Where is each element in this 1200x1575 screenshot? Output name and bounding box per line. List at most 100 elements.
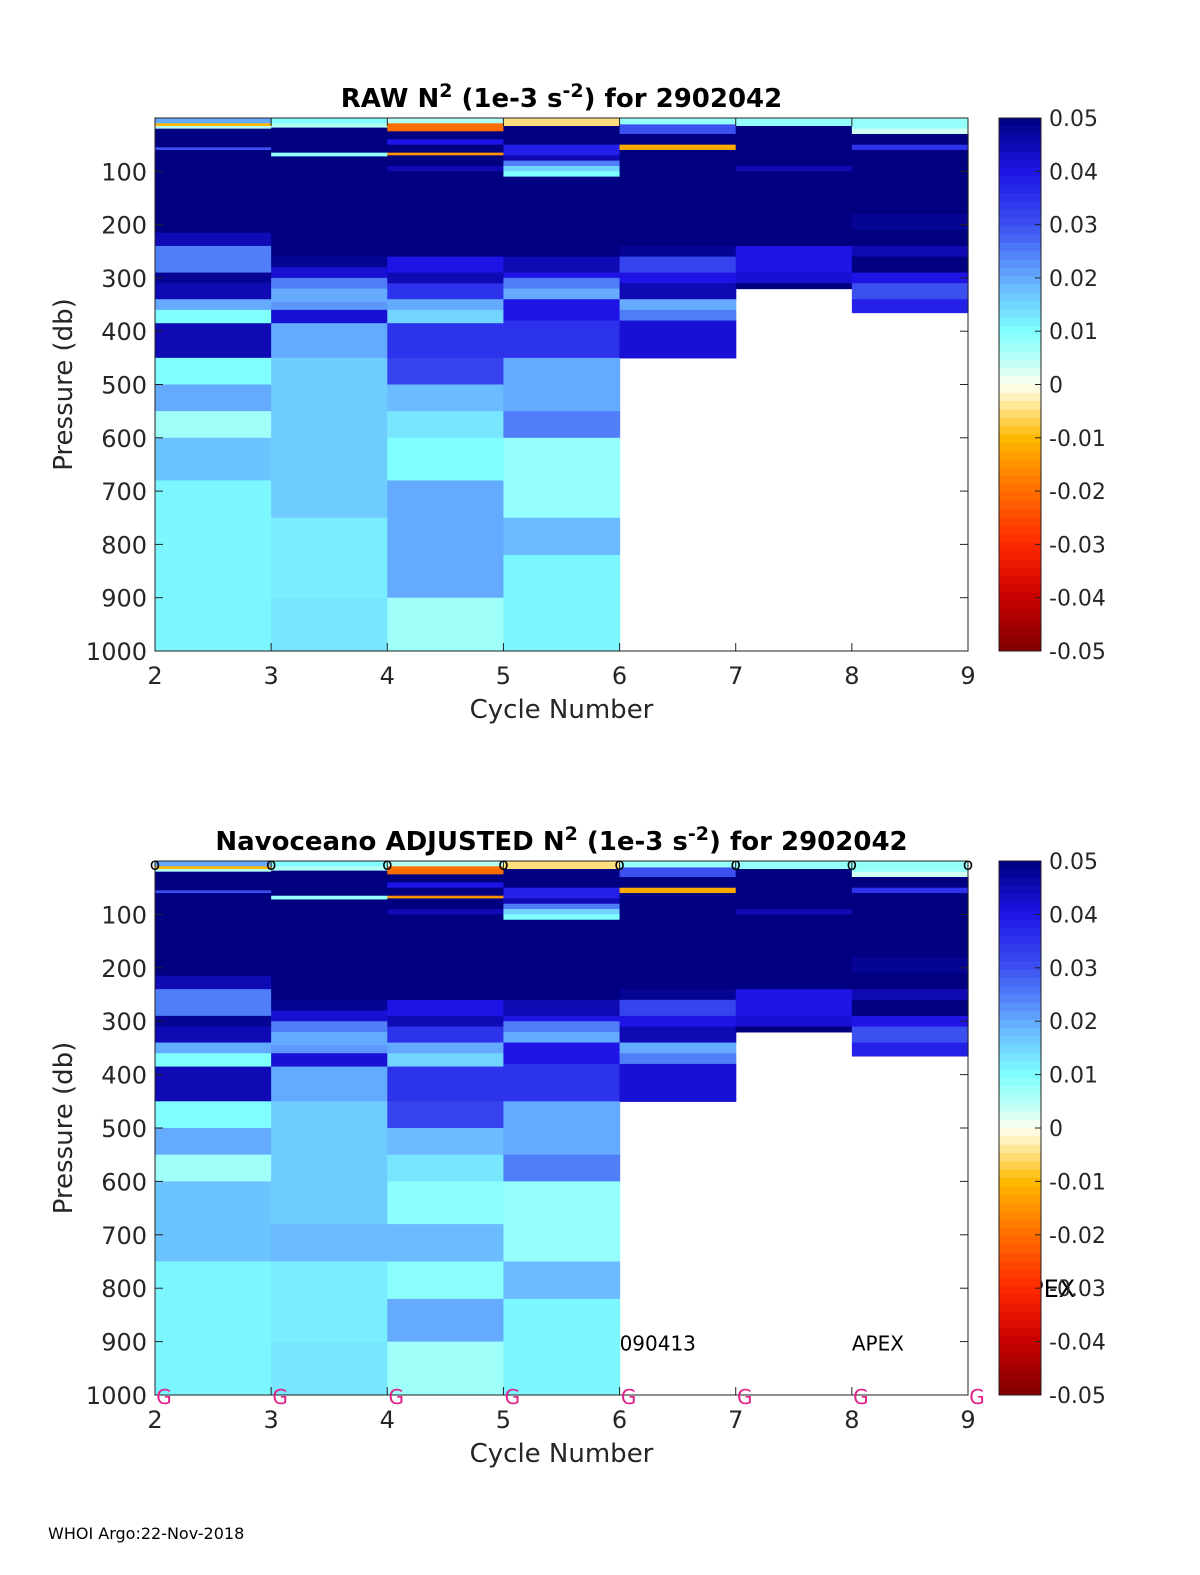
colorbar-band (999, 251, 1041, 261)
heatmap-cell (735, 1026, 853, 1033)
heatmap-cell (387, 914, 505, 1001)
heatmap-cell (503, 1154, 621, 1182)
heatmap-cell (851, 1042, 969, 1057)
colorbar-band (999, 284, 1041, 294)
heatmap-cell (155, 1181, 272, 1225)
heatmap-cell (271, 309, 388, 324)
y-tick-label: 700 (101, 478, 147, 506)
x-tick-label: 6 (612, 662, 627, 690)
colorbar-tick-label: 0.01 (1049, 320, 1098, 345)
colorbar-tick-label: -0.05 (1049, 1384, 1106, 1409)
heatmap-cell (155, 1154, 272, 1182)
colorbar-tick-label: 0.04 (1049, 903, 1098, 928)
heatmap-cell (387, 165, 505, 172)
colorbar-band (999, 317, 1041, 327)
colorbar-band (999, 1328, 1041, 1338)
colorbar-band (999, 634, 1041, 644)
colorbar-band (999, 359, 1041, 369)
heatmap-cell (619, 144, 737, 151)
colorbar-band (999, 1036, 1041, 1046)
heatmap-cell (387, 144, 505, 154)
colorbar-band (999, 969, 1041, 979)
heatmap-cell (155, 245, 272, 274)
colorbar-band (999, 1136, 1041, 1146)
heatmap-cell (387, 909, 505, 915)
heatmap-cell (851, 1026, 969, 1044)
colorbar-band (999, 994, 1041, 1004)
y-tick-label: 500 (101, 372, 147, 400)
heatmap-cell (503, 919, 621, 1001)
colorbar-band (999, 484, 1041, 494)
heatmap-cell (503, 999, 621, 1017)
heatmap-cell (503, 861, 621, 870)
heatmap-cell (271, 899, 388, 1001)
y-tick-label: 700 (101, 1222, 147, 1250)
colorbar-band (999, 886, 1041, 895)
top-marker: o (266, 855, 276, 875)
colorbar-band (999, 401, 1041, 410)
colorbar-band (999, 952, 1041, 962)
heatmap-cell (271, 357, 388, 519)
y-tick-label: 400 (101, 318, 147, 346)
colorbar-band (999, 1178, 1041, 1187)
heatmap-cell (619, 299, 737, 311)
heatmap-cell (503, 277, 621, 290)
heatmap-cell (619, 149, 737, 247)
heatmap-cell (503, 160, 621, 167)
colorbar-band (999, 1052, 1041, 1062)
colorbar-band (999, 184, 1041, 194)
heatmap-cell (503, 903, 621, 910)
annotation-label: 090413 (620, 1332, 696, 1356)
colorbar-band (999, 142, 1041, 152)
heatmap-cell (271, 895, 388, 901)
top-marker: o (847, 855, 857, 875)
heatmap-cell (155, 384, 272, 412)
heatmap-cell (851, 877, 969, 889)
colorbar-band (999, 1027, 1041, 1037)
heatmap-cell (155, 283, 272, 300)
top-marker: o (498, 855, 508, 875)
heatmap-cell (851, 128, 969, 135)
x-tick-label: 4 (380, 1406, 395, 1434)
colorbar-band (999, 551, 1041, 560)
colorbar-band (999, 267, 1041, 277)
top-marker: o (731, 855, 741, 875)
heatmap-cell (503, 887, 621, 899)
heatmap-cell (387, 309, 505, 324)
colorbar-band (999, 1194, 1041, 1204)
heatmap-cell (387, 357, 505, 386)
colorbar-band (999, 1211, 1041, 1221)
colorbar-band (999, 242, 1041, 252)
heatmap-cell (503, 1031, 621, 1044)
heatmap-cell (619, 1063, 737, 1102)
colorbar-band (999, 509, 1041, 519)
heatmap-cell (619, 245, 737, 258)
colorbar-band (999, 409, 1041, 419)
colorbar-tick-label: 0.03 (1049, 957, 1098, 982)
heatmap-cell (271, 597, 388, 652)
heatmap-cell (387, 437, 505, 482)
heatmap-cell (155, 1053, 272, 1068)
heatmap-cell (503, 272, 621, 279)
heatmap-cell (387, 1066, 505, 1102)
colorbar-band (999, 1119, 1041, 1129)
title-segment: ) for 2902042 (584, 84, 783, 114)
heatmap-cell (155, 1224, 272, 1263)
colorbar-band (999, 936, 1041, 945)
heatmap-cell (271, 870, 388, 897)
colorbar-band (999, 1169, 1041, 1179)
colorbar-band (999, 584, 1041, 594)
heatmap-cell (851, 999, 969, 1017)
heatmap-cell (155, 893, 272, 977)
heatmap-cell (387, 299, 505, 311)
colorbar-band (999, 526, 1041, 535)
colorbar-band (999, 126, 1041, 136)
heatmap-cell (387, 171, 505, 258)
colorbar-band (999, 426, 1041, 435)
colorbar-band (999, 309, 1041, 319)
colorbar-band (999, 1086, 1041, 1096)
heatmap-cell (619, 272, 737, 284)
colorbar-band (999, 276, 1041, 286)
colorbar-band (999, 1069, 1041, 1079)
